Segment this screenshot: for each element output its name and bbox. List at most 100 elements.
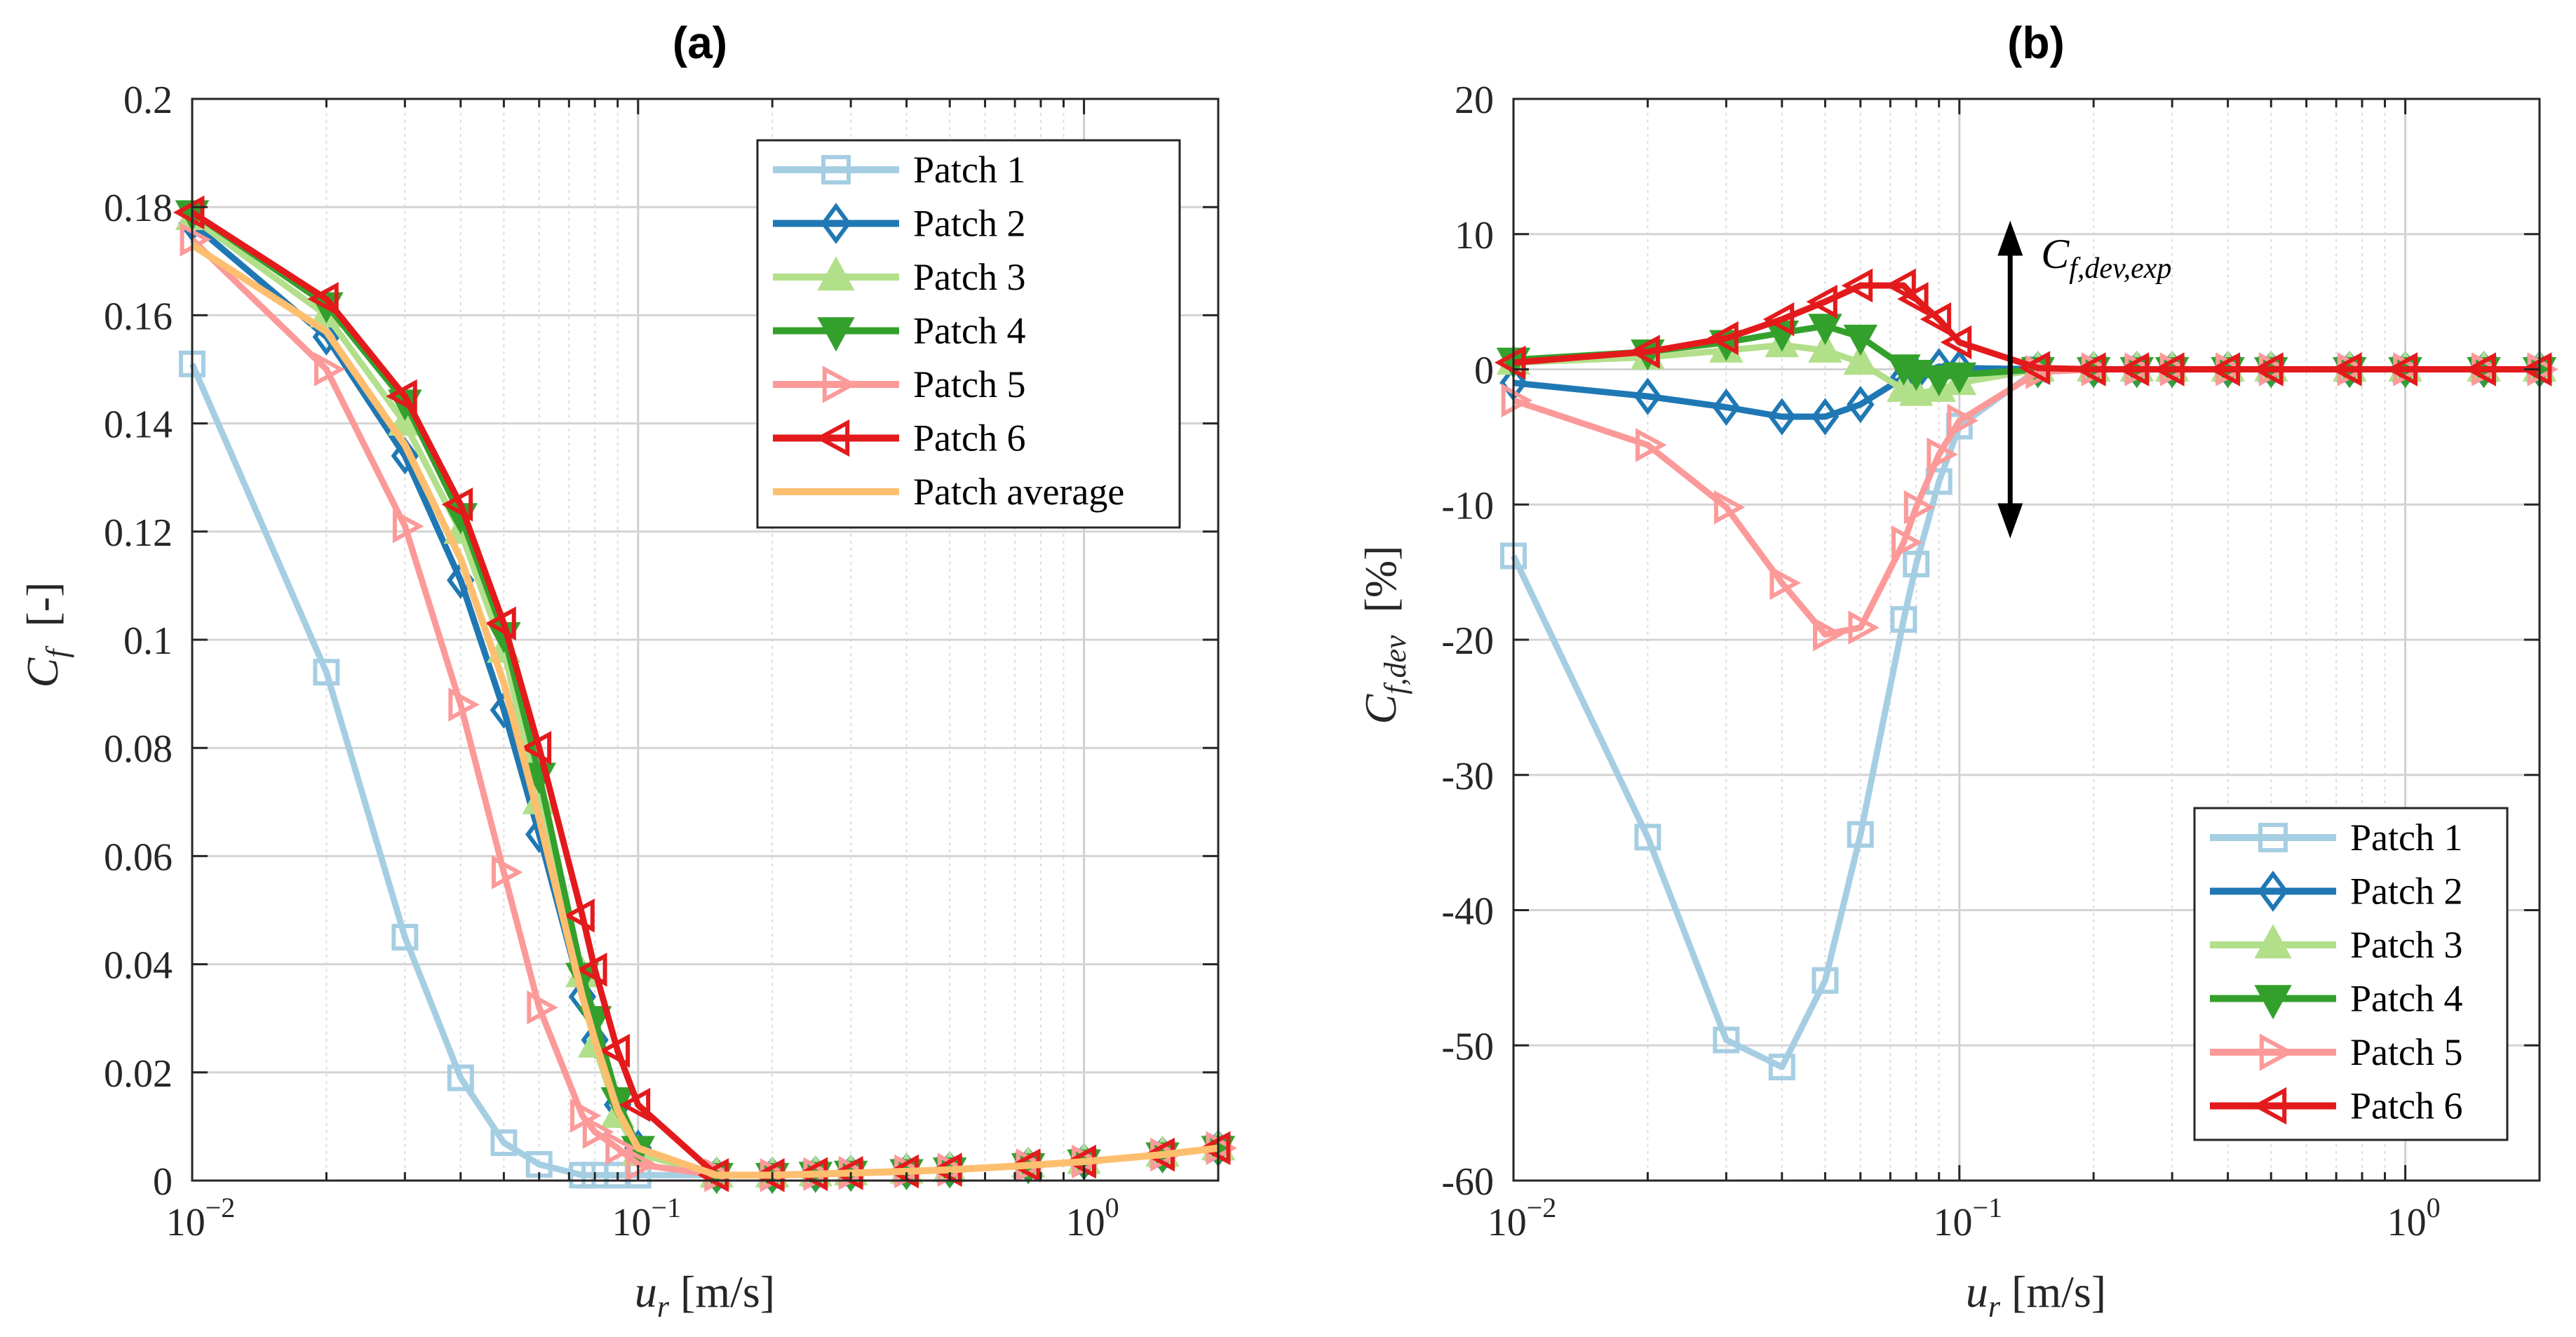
panel-b-y-tick-label: -40 bbox=[1441, 890, 1494, 934]
panel-b-patch-6-marker bbox=[2153, 352, 2185, 387]
panel-b-y-tick-label: -20 bbox=[1441, 619, 1494, 663]
panel-a-legend-marker-patch-4 bbox=[817, 317, 855, 352]
panel-a-x-tick-label: 10−2 bbox=[166, 1192, 236, 1244]
panel-b-patch-5-marker bbox=[1769, 565, 1801, 600]
panel-a-patch-6-marker bbox=[619, 1087, 651, 1122]
panel-b-patch-6-marker bbox=[1940, 325, 1972, 360]
panel-a-x-tick-exp: −1 bbox=[652, 1192, 682, 1223]
panel-b-patch-6-marker bbox=[1897, 282, 1929, 316]
panel-a-patch-5-marker bbox=[313, 352, 346, 387]
panel-b-y-tick-label: -50 bbox=[1441, 1025, 1494, 1068]
panel-b-y-axis-label: Cf,dev [%] bbox=[1356, 546, 1412, 725]
panel-b-x-tick-exp: 0 bbox=[2427, 1192, 2441, 1223]
panel-b-patch-3-marker bbox=[1899, 375, 1934, 406]
panel-a-y-tick-label: 0.02 bbox=[104, 1052, 173, 1096]
panel-b-patch-2-marker bbox=[1847, 385, 1875, 424]
panel-a-legend-marker-patch-6 bbox=[815, 419, 850, 457]
panel-b-patch-5-marker bbox=[1813, 617, 1845, 652]
panel-b-x-tick-exp: −2 bbox=[1527, 1192, 1557, 1223]
panel-b-y-label-sub: f,dev bbox=[1378, 635, 1412, 694]
panel-a-patch-5-marker bbox=[626, 1147, 657, 1182]
panel-b-legend-box bbox=[2193, 807, 2509, 1141]
panel-b-y-tick-label: -60 bbox=[1441, 1160, 1494, 1204]
panel-a-patch-5-marker bbox=[392, 509, 424, 544]
panel-a-patch-6-marker bbox=[520, 730, 552, 765]
panel-a-patch-average-line-top bbox=[190, 242, 1219, 1178]
panel-b-patch-5-marker bbox=[1501, 383, 1533, 418]
panel-a-y-tick-label: 0.14 bbox=[104, 403, 173, 447]
panel-a-legend: Patch 1 Patch 2 Patch 3 Patch 4 Patch 5 Patch… bbox=[756, 139, 1181, 529]
panel-a-legend-marker-patch-5 bbox=[822, 365, 857, 403]
panel-b-patch-4-marker bbox=[1942, 362, 1977, 394]
panel-b-annotation: Cf,dev,exp bbox=[1997, 220, 2171, 539]
panel-a-y-tick-label: 0.2 bbox=[123, 79, 173, 122]
panel-a-chart: (a) 0 0.02 0.04 0.06 0.08 0.1 0.12 0.14 0.16 0.18… bbox=[18, 18, 1238, 1324]
panel-b-legend-label-patch-2: Patch 2 bbox=[2350, 871, 2462, 913]
panel-a-y-axis-label: Cf [-] bbox=[18, 582, 74, 688]
panel-b-patch-6-marker bbox=[2209, 352, 2240, 387]
panel-a-legend-label-patch-6: Patch 6 bbox=[913, 417, 1025, 459]
panel-b-legend-label-patch-6: Patch 6 bbox=[2350, 1085, 2462, 1127]
panel-b-legend-label-patch-4: Patch 4 bbox=[2350, 978, 2462, 1020]
panel-b-legend-marker-patch-2 bbox=[2258, 871, 2288, 912]
panel-b-legend-marker-patch-5 bbox=[2259, 1033, 2294, 1071]
panel-b-patch-6-marker bbox=[2252, 352, 2284, 387]
panel-a-patch-6-marker bbox=[485, 606, 516, 641]
panel-b-x-label-unit: [m/s] bbox=[2000, 1267, 2106, 1317]
panel-a-x-tick-base: 10 bbox=[1066, 1201, 1105, 1244]
panel-a-y-label-main: C bbox=[18, 657, 67, 687]
panel-a-x-tick-exp: −2 bbox=[205, 1192, 236, 1223]
panel-a-legend-label-patch-average: Patch average bbox=[913, 471, 1124, 513]
panel-a-patch-1-marker bbox=[391, 924, 419, 951]
panel-a-y-tick-label: 0 bbox=[153, 1160, 173, 1204]
panel-a-patch-1-marker bbox=[447, 1064, 474, 1091]
panel-b-patch-4-marker bbox=[1808, 314, 1842, 345]
panel-b-x-tick-base: 10 bbox=[1934, 1201, 1973, 1244]
panel-a-patch-2-marker bbox=[312, 318, 341, 356]
panel-b-legend-label-patch-1: Patch 1 bbox=[2350, 817, 2462, 859]
panel-a-x-tick-label: 10−1 bbox=[612, 1192, 682, 1244]
panel-b-patch-5-marker bbox=[1713, 490, 1746, 525]
panel-b-legend-label-patch-5: Patch 5 bbox=[2350, 1031, 2462, 1073]
panel-a-patch-6-marker bbox=[598, 1033, 630, 1068]
panel-a-x-tick-label: 100 bbox=[1066, 1192, 1119, 1244]
panel-b-legend: Patch 1 Patch 2 Patch 3 Patch 4 Patch 5 Patch… bbox=[2193, 807, 2509, 1141]
panel-a-x-tick-base: 10 bbox=[612, 1201, 652, 1244]
panel-a-x-label-sub: r bbox=[657, 1289, 670, 1324]
panel-b-patch-1-marker bbox=[1847, 821, 1874, 848]
panel-a-y-tick-label: 0.12 bbox=[104, 511, 173, 555]
panel-b-legend-marker-patch-1 bbox=[2258, 823, 2288, 852]
panel-b-y-label-unit: [%] bbox=[1356, 546, 1405, 636]
panel-a-title: (a) bbox=[673, 18, 727, 68]
annotation-label-sub: f,dev,exp bbox=[2069, 253, 2171, 285]
panel-b-patch-2-marker bbox=[1811, 398, 1840, 436]
panel-a-patch-6-marker bbox=[386, 379, 417, 414]
panel-a-y-tick-label: 0.1 bbox=[123, 619, 173, 663]
panel-a-ticks: 0 0.02 0.04 0.06 0.08 0.1 0.12 0.14 0.16 0.18 0.2 1… bbox=[104, 79, 1220, 1244]
panel-b-patch-5-marker bbox=[1903, 490, 1936, 525]
panel-b-y-tick-label: 0 bbox=[1474, 349, 1494, 393]
panel-b-patch-5-line bbox=[1512, 366, 2540, 638]
panel-a-patch-5-marker bbox=[605, 1131, 637, 1165]
panel-b-patch-1-marker bbox=[1812, 967, 1839, 994]
panel-b-patch-4-marker bbox=[1899, 359, 1934, 391]
panel-a-x-label-main: u bbox=[635, 1267, 657, 1317]
panel-b-series bbox=[1494, 268, 2559, 1081]
panel-a-patch-5-marker bbox=[527, 990, 558, 1025]
panel-b-y-tick-label: -10 bbox=[1441, 484, 1494, 528]
panel-a-legend-label-patch-3: Patch 3 bbox=[913, 256, 1025, 298]
panel-a-patch-5-marker bbox=[492, 855, 523, 889]
panel-a-y-tick-label: 0.16 bbox=[104, 295, 173, 338]
panel-b-y-tick-label: 10 bbox=[1455, 214, 1494, 257]
panel-b-patch-6-marker bbox=[2386, 352, 2418, 387]
panel-b-patch-5-marker bbox=[1947, 403, 1978, 438]
panel-b-patch-6-marker bbox=[1762, 302, 1795, 337]
panel-a-legend-label-patch-2: Patch 2 bbox=[913, 203, 1025, 245]
panel-a-legend-label-patch-1: Patch 1 bbox=[913, 149, 1025, 191]
panel-b-patch-1-marker bbox=[1713, 1026, 1740, 1054]
panel-a-x-tick-exp: 0 bbox=[1105, 1192, 1119, 1223]
panel-b-patch-1-marker bbox=[1890, 606, 1917, 633]
panel-b-patch-6-marker bbox=[1628, 335, 1660, 369]
panel-a-x-tick-base: 10 bbox=[166, 1201, 205, 1244]
